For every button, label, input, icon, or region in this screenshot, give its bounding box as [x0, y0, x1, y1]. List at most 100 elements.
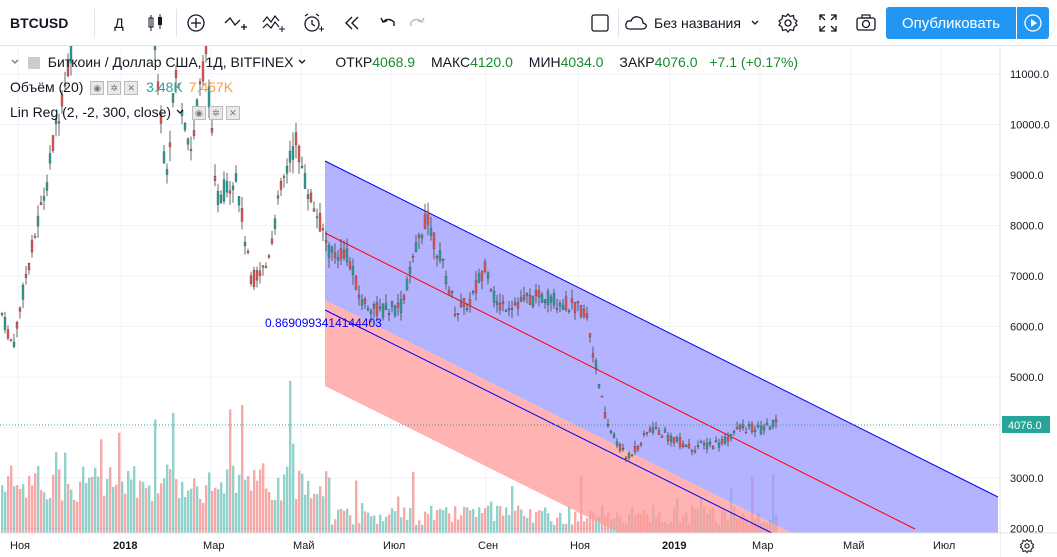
candle-body: [717, 443, 721, 448]
axis-settings-button[interactable]: [1016, 536, 1038, 556]
candle-body: [261, 265, 265, 268]
candle-body: [204, 46, 208, 55]
candle-body: [552, 293, 556, 306]
price-chart[interactable]: 0.8690993414144403 11000.0 10000.0 9000.0 8…: [0, 46, 1057, 557]
candle-body: [153, 46, 157, 51]
fullscreen-icon[interactable]: [812, 0, 844, 46]
candle-body: [42, 196, 46, 201]
fullscreen-square-icon[interactable]: [584, 0, 616, 46]
eye-icon[interactable]: ◉: [191, 106, 206, 121]
close-icon[interactable]: ✕: [225, 106, 240, 121]
volume-bar: [598, 516, 601, 533]
candle-body: [435, 256, 439, 259]
volume-bar: [154, 419, 157, 533]
flag-icon[interactable]: [27, 57, 40, 70]
volume-bar: [16, 485, 19, 533]
candle-body: [237, 196, 241, 206]
candle-body: [570, 298, 574, 303]
candle-body: [621, 448, 625, 450]
candle-body: [249, 275, 253, 284]
eye-icon[interactable]: ◉: [90, 81, 105, 96]
candle-body: [165, 169, 169, 175]
symbol-title[interactable]: Биткоин / Доллар США, 1Д, BITFINEX: [47, 54, 294, 70]
volume-bar: [124, 493, 127, 533]
layout-name-dropdown[interactable]: Без названия: [624, 0, 769, 46]
add-indicator-icon[interactable]: [180, 0, 212, 46]
candle-body: [357, 294, 361, 299]
compare-icon[interactable]: [218, 0, 252, 46]
candle-body: [417, 234, 421, 238]
linreg-legend: Lin Reg (2, -2, 300, close) ◉ ✲ ✕: [10, 104, 240, 121]
symbol-search-button[interactable]: BTCUSD: [10, 15, 69, 31]
volume-bar: [322, 496, 325, 533]
camera-icon[interactable]: [850, 0, 882, 46]
candle-body: [606, 424, 610, 427]
volume-bar: [346, 508, 349, 533]
undo-icon[interactable]: [372, 0, 404, 46]
candle-body: [387, 313, 391, 316]
candle-body: [309, 192, 313, 202]
linreg-title[interactable]: Lin Reg (2, -2, 300, close): [10, 104, 172, 120]
candle-body: [186, 138, 190, 145]
candle-body: [24, 274, 28, 278]
volume-bar: [592, 512, 595, 533]
interval-button[interactable]: Д: [114, 15, 124, 31]
settings-icon[interactable]: ✲: [208, 106, 223, 121]
collapse-chevron-icon[interactable]: [10, 57, 20, 67]
candle-body: [636, 446, 640, 450]
candle-body: [375, 302, 379, 316]
publish-button[interactable]: Опубликовать: [886, 7, 1016, 39]
candle-body: [747, 424, 751, 427]
candles-icon[interactable]: [140, 0, 172, 46]
chevron-down-icon[interactable]: [297, 57, 307, 67]
volume-bar: [481, 513, 484, 533]
volume-value-2: 7.457K: [188, 79, 234, 95]
chevron-down-icon: [751, 20, 759, 25]
candle-body: [183, 123, 187, 131]
candle-body: [21, 284, 25, 300]
volume-value-1: 3.48K: [146, 79, 183, 95]
time-axis-label: Мар: [752, 540, 774, 552]
volume-bar: [217, 489, 220, 533]
close-value: 4076.0: [654, 54, 698, 70]
candle-body: [642, 433, 646, 435]
volume-title[interactable]: Объём (20): [10, 79, 84, 95]
candle-body: [486, 272, 490, 279]
chevron-down-icon[interactable]: [175, 107, 185, 117]
play-icon: [1024, 14, 1042, 32]
indicators-icon[interactable]: [256, 0, 290, 46]
alert-clock-icon[interactable]: [296, 0, 330, 46]
volume-bar: [571, 524, 574, 533]
candle-body: [9, 339, 13, 342]
main-series-legend: Биткоин / Доллар США, 1Д, BITFINEX ОТКР4…: [10, 54, 798, 70]
candle-body: [759, 426, 763, 434]
volume-bar: [286, 466, 289, 533]
gear-icon[interactable]: [772, 0, 804, 46]
volume-bar: [319, 486, 322, 533]
candle-body: [768, 426, 772, 430]
candle-body: [252, 269, 256, 287]
replay-icon[interactable]: [336, 0, 368, 46]
volume-bar: [193, 478, 196, 533]
regression-lower-line: [324, 309, 793, 544]
chart-area[interactable]: 0.8690993414144403 11000.0 10000.0 9000.0 8…: [0, 46, 1057, 557]
candle-body: [378, 307, 382, 309]
close-icon[interactable]: ✕: [124, 81, 139, 96]
volume-bar: [313, 493, 316, 533]
candle-body: [624, 457, 628, 460]
volume-bar: [235, 492, 238, 533]
volume-bar: [37, 465, 40, 533]
volume-bar: [262, 463, 265, 533]
volume-bar: [427, 514, 430, 533]
candle-body: [480, 271, 484, 281]
volume-bar: [256, 480, 259, 533]
candle-body: [663, 429, 667, 433]
candle-body: [564, 296, 568, 311]
settings-icon[interactable]: ✲: [107, 81, 122, 96]
candle-body: [492, 291, 496, 303]
candle-body: [633, 446, 637, 452]
redo-icon[interactable]: [402, 0, 432, 46]
publish-play-button[interactable]: [1017, 7, 1049, 39]
volume-bar: [415, 524, 418, 533]
volume-bar: [181, 481, 184, 533]
